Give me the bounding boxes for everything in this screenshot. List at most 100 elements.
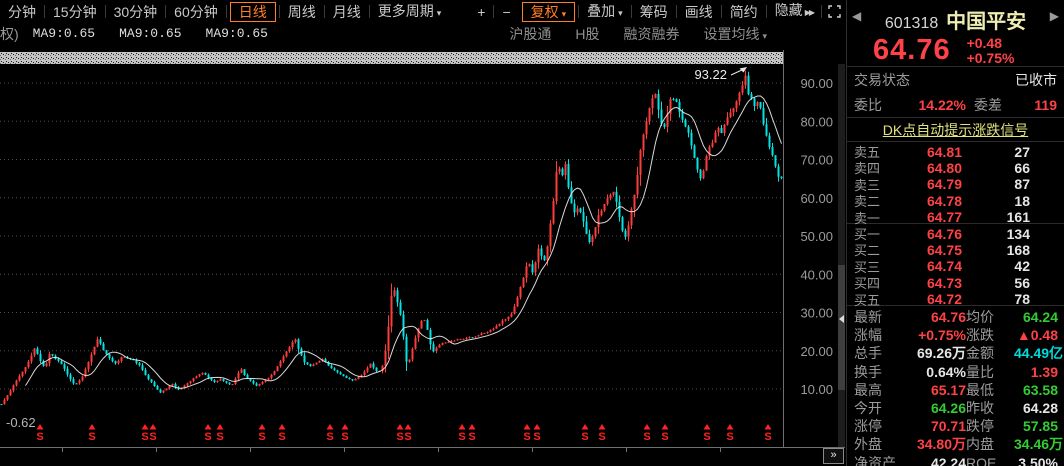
sell-level-row[interactable]: 卖五 64.81 27 [854, 142, 1064, 161]
tab-period-3[interactable]: 60分钟 [174, 3, 218, 20]
sell-level-volume: 18 [1014, 192, 1030, 209]
tab-period-4[interactable]: 日线 [229, 1, 276, 22]
buy-level-row[interactable]: 买五 64.72 78 [854, 290, 1064, 308]
sell-level-row[interactable]: 卖三 64.79 87 [854, 175, 1064, 193]
svg-text:93.22: 93.22 [694, 67, 727, 82]
stat-row: 净资产 42.24 ROE 3.50% [854, 453, 1058, 466]
ma-label: MA9:0.65 [119, 26, 182, 41]
link-h-share[interactable]: H股 [575, 25, 600, 42]
separator [720, 5, 722, 18]
buy-level-row[interactable]: 买二 64.75 168 [854, 240, 1064, 259]
stat-row: 最高 65.17 最低 63.58 [854, 380, 1058, 398]
tab-period-6[interactable]: 月线 [332, 3, 361, 20]
weibi-value: 14.22% [918, 97, 966, 113]
chevron-down-icon: ▾ [762, 30, 767, 41]
stock-code: 601318 [884, 15, 939, 32]
ma-label: MA9:0.65 [32, 26, 96, 41]
price-change-block: +0.48 +0.75% [966, 35, 1015, 66]
zoom-out-button[interactable]: − [502, 3, 511, 20]
stat-label: 净资产 [854, 454, 896, 466]
stat-label: 均价 [966, 309, 994, 325]
sell-level-volume: 87 [1014, 176, 1030, 193]
stat-value: +0.75% [918, 327, 966, 344]
adjust-button[interactable]: 复权 ▾ [521, 1, 576, 22]
svg-text:S: S [643, 431, 650, 443]
stat-label: 最高 [854, 381, 882, 398]
hide-panel-button[interactable]: 隐藏 ▶▶ [774, 2, 815, 18]
draw-line-button[interactable]: 画线 [684, 3, 713, 20]
stat-value: 34.46万 [1014, 436, 1064, 453]
svg-text:S: S [598, 431, 605, 443]
next-stock-icon[interactable]: ▶ [1049, 9, 1059, 23]
stat-row: 最新 64.76 均价 64.24 [854, 307, 1058, 325]
stat-label: 外盘 [854, 436, 882, 453]
svg-text:S: S [141, 431, 148, 443]
link-ma-settings[interactable]: 设置均线 ▾ [703, 25, 767, 42]
period-toolbar: 分钟 15分钟 30分钟 60分钟 日线 周线 月线 更多周期 ▾ + − 复权 ▾ 叠加 ▾ 筹码 画线 简约… [0, 0, 845, 23]
link-hu-gu-tong[interactable]: 沪股通 [509, 25, 552, 42]
price-change-pct: +0.75% [966, 49, 1015, 66]
svg-text:S: S [533, 431, 540, 443]
overlay-button[interactable]: 叠加 ▾ [587, 2, 623, 19]
stat-value: 3.50% [1018, 454, 1058, 466]
buy-level-row[interactable]: 买三 64.74 42 [854, 257, 1064, 275]
tab-period-7[interactable]: 更多周期 ▾ [377, 2, 442, 19]
panel-scrollbar[interactable] [838, 64, 845, 447]
chips-button[interactable]: 筹码 [639, 3, 668, 20]
sell-level-price: 64.77 [926, 209, 962, 226]
sell-level-row[interactable]: 卖四 64.80 66 [854, 158, 1064, 177]
fullscreen-icon[interactable] [828, 5, 841, 18]
sell-level-volume: 161 [1006, 209, 1030, 226]
tab-period-0[interactable]: 分钟 [8, 3, 36, 20]
trade-status-row: 交易状态 已收市 [847, 67, 1064, 93]
stat-value: 44.49亿 [1014, 345, 1064, 362]
stat-row: 总手 69.26万 金额 44.49亿 [854, 343, 1063, 361]
svg-text:S: S [726, 431, 733, 443]
stat-label: 内盘 [966, 436, 994, 453]
svg-text:S: S [326, 431, 333, 443]
separator [675, 5, 677, 18]
stock-title: 601318 中国平安 [847, 0, 1064, 34]
sell-level-label: 卖四 [854, 161, 881, 177]
svg-text:90.00: 90.00 [800, 76, 833, 91]
svg-text:S: S [149, 431, 156, 443]
collapse-panel-icon[interactable] [839, 315, 844, 323]
sell-level-row[interactable]: 卖二 64.78 18 [854, 191, 1064, 210]
zoom-in-button[interactable]: + [477, 3, 486, 20]
kline-chart[interactable]: 90.00 80.00 70.00 60.00 50.00 40.00 30.00 20.00… [0, 44, 846, 466]
stat-row: 今开 64.26 昨收 64.28 [854, 398, 1058, 416]
sell-level-row[interactable]: 卖一 64.77 161 [854, 208, 1064, 226]
buy-level-price: 64.72 [926, 291, 962, 308]
tab-period-1[interactable]: 15分钟 [53, 3, 97, 20]
tab-period-5[interactable]: 周线 [287, 3, 316, 20]
svg-text:10.00: 10.00 [800, 382, 833, 397]
buy-level-row[interactable]: 买四 64.73 56 [854, 273, 1064, 292]
buy-level-price: 64.74 [926, 258, 962, 275]
last-price: 64.76 [873, 34, 951, 66]
buy-level-volume: 134 [1006, 225, 1030, 242]
weibi-row: 委比 14.22% 委差 119 [847, 93, 1064, 118]
chevron-down-icon: ▾ [561, 8, 567, 19]
scrollbar-handle[interactable] [838, 265, 845, 390]
tab-period-2[interactable]: 30分钟 [113, 3, 158, 20]
svg-text:S: S [258, 431, 265, 443]
stat-row: 外盘 34.80万 内盘 34.46万 [854, 434, 1063, 453]
buy-level-label: 买二 [854, 243, 881, 259]
buy-level-row[interactable]: 买一 64.76 134 [854, 224, 1064, 243]
separator [323, 5, 325, 18]
buy-level-volume: 78 [1014, 291, 1030, 308]
simple-mode-button[interactable]: 简约 [729, 3, 758, 20]
stock-name: 中国平安 [946, 11, 1027, 33]
weibi-label: 委比 [854, 97, 882, 113]
prev-stock-icon[interactable]: ◀ [852, 9, 862, 23]
expand-bottom-button[interactable]: » [823, 448, 844, 464]
buy-order-book: 买一 64.76 134 买二 64.75 168 买三 64.74 42 买四 64.73 56 买五… [847, 224, 1064, 308]
chevron-down-icon: ▾ [436, 7, 442, 18]
buy-level-volume: 56 [1014, 274, 1030, 291]
stat-label: ROE [966, 454, 997, 466]
quote-panel: ◀ ▶ 601318 中国平安 64.76 +0.48 +0.75% 交易状态 … [846, 0, 1064, 466]
dk-signal-link[interactable]: DK点自动提示涨跌信号 [882, 121, 1029, 138]
buy-level-price: 64.76 [926, 225, 962, 242]
stat-value: 65.17 [930, 381, 966, 398]
link-margin-trading[interactable]: 融资融券 [623, 25, 680, 42]
